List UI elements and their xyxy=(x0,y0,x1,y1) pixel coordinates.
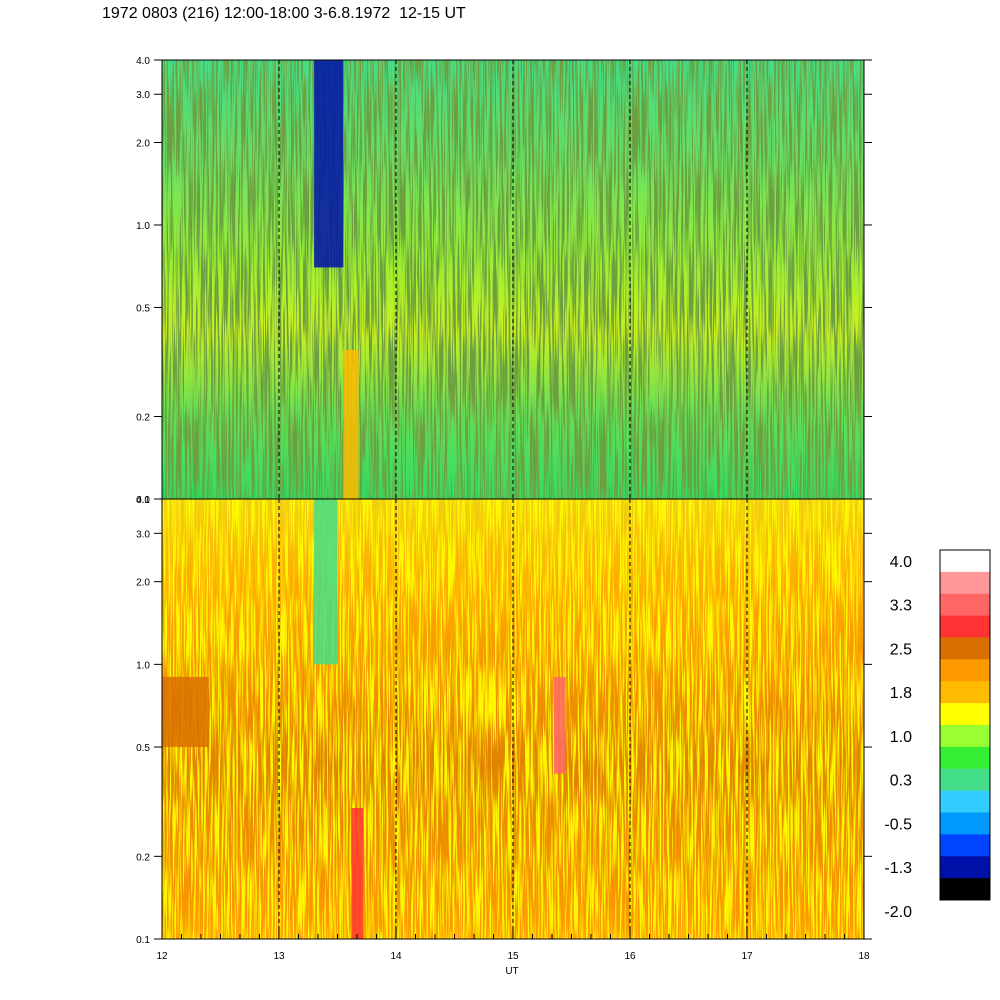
top-ytick-label: 2.0 xyxy=(136,138,150,149)
colorbar-swatch xyxy=(940,550,990,573)
xtick-label: 12 xyxy=(156,951,168,962)
colorbar-label: 3.3 xyxy=(890,598,912,615)
colorbar-label: 0.3 xyxy=(890,773,912,790)
colorbar-swatch xyxy=(940,878,990,901)
colorbar-swatch xyxy=(940,593,990,617)
colorbar-swatch xyxy=(940,637,990,660)
colorbar-swatch xyxy=(940,615,990,638)
top-ytick-label: 0.2 xyxy=(136,413,150,424)
xtick-label: 18 xyxy=(858,951,870,962)
top-spectrogram-panel: 0.1 0.2 0.5 1.0 2.0 3.0 4.0 xyxy=(136,56,872,506)
colorbar-swatch xyxy=(940,681,990,704)
colorbar-label: -0.5 xyxy=(884,816,912,833)
colorbar-swatch xyxy=(940,834,990,857)
top-ytick-label: 0.5 xyxy=(136,303,150,314)
bottom-ytick-label: 0.1 xyxy=(136,935,150,946)
colorbar-swatch xyxy=(940,659,990,682)
bottom-ytick-label: 0.5 xyxy=(136,743,150,754)
bottom-ytick-label: 2.0 xyxy=(136,578,150,589)
colorbar: 4.0 3.3 2.5 1.8 1.0 0.3 -0.5 -1.3 -2.0 xyxy=(884,549,991,921)
colorbar-swatch xyxy=(940,725,990,748)
top-feature-2 xyxy=(343,349,359,499)
bottom-feature-1 xyxy=(314,499,338,665)
bottom-ytick-label: 4.0 xyxy=(136,495,150,506)
top-ytick-label: 1.0 xyxy=(136,221,150,232)
colorbar-label: 1.0 xyxy=(890,729,912,746)
bottom-feature-2 xyxy=(351,807,364,939)
chart-title: 1972 0803 (216) 12:00-18:00 3-6.8.1972 1… xyxy=(102,5,466,22)
xtick-label: 15 xyxy=(507,951,519,962)
colorbar-label: -1.3 xyxy=(884,860,912,877)
colorbar-swatch xyxy=(940,812,990,835)
top-ytick-label: 3.0 xyxy=(136,90,150,101)
xtick-label: 14 xyxy=(390,951,402,962)
top-feature-1 xyxy=(314,60,344,268)
bottom-ytick-label: 0.2 xyxy=(136,852,150,863)
top-ytick-label: 0.1 xyxy=(136,495,150,506)
xtick-label: 16 xyxy=(624,951,636,962)
top-ytick-label: 4.0 xyxy=(136,56,150,67)
colorbar-swatch xyxy=(940,790,990,813)
colorbar-swatch xyxy=(940,768,990,792)
bottom-ytick-label: 1.0 xyxy=(136,660,150,671)
colorbar-label: 2.5 xyxy=(890,641,912,658)
bottom-ytick-label: 3.0 xyxy=(136,529,150,540)
colorbar-label: -2.0 xyxy=(884,904,912,921)
bottom-spectrogram-panel: 0.1 0.2 0.5 1.0 2.0 3.0 4.0 12 13 14 15 16 17 18 xyxy=(136,495,872,962)
colorbar-swatch xyxy=(940,856,990,879)
colorbar-label: 4.0 xyxy=(890,554,912,571)
colorbar-swatch xyxy=(940,571,990,595)
xtick-label: 13 xyxy=(273,951,285,962)
colorbar-swatch xyxy=(940,746,990,770)
bottom-feature-3 xyxy=(553,676,566,774)
xtick-label: 17 xyxy=(741,951,753,962)
colorbar-frame xyxy=(939,549,991,901)
colorbar-swatch xyxy=(940,703,990,726)
colorbar-label: 1.8 xyxy=(890,685,912,702)
x-axis-label: UT xyxy=(505,966,518,977)
bottom-feature-4 xyxy=(162,676,209,748)
